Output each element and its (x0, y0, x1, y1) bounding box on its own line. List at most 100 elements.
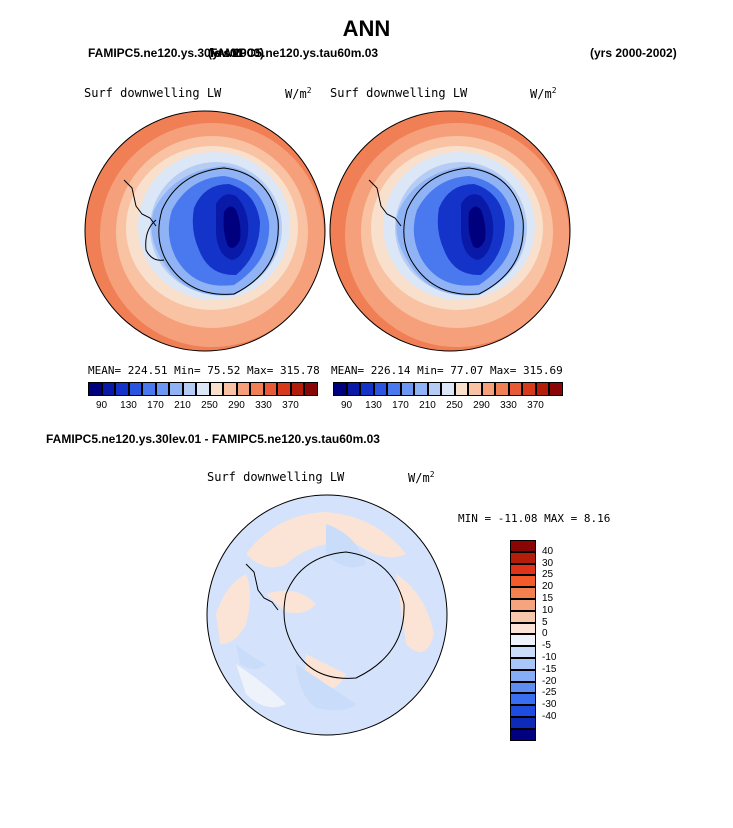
plot-title: ANN (342, 16, 391, 41)
colorbar-tick-label: 90 (95, 400, 108, 411)
colorbar-swatch (142, 382, 156, 396)
colorbar-swatch (182, 382, 196, 396)
colorbar-tick-label: 250 (201, 400, 218, 411)
colorbar-swatch (495, 382, 509, 396)
colorbar-tick-label: 370 (282, 400, 299, 411)
case-header-c: (yrs 2000) (208, 46, 265, 60)
colorbar-swatch (236, 382, 250, 396)
diff-colorbar-label: -30 (542, 699, 557, 711)
colorbar-swatch (101, 382, 115, 396)
diff-colorbar-label: 5 (542, 616, 548, 628)
years-header: (yrs 2000-2002) (590, 46, 677, 60)
diff-colorbar-label: -10 (542, 652, 557, 663)
diff-colorbar-label: 15 (542, 593, 554, 604)
colorbar-swatch (360, 382, 374, 396)
panel2-stats: MEAN= 226.14 Min= 77.07 Max= 315.69 (331, 364, 563, 377)
colorbar-swatch (535, 382, 549, 396)
diff-colorbar-label: -15 (542, 663, 557, 675)
diff-colorbar-swatch (510, 705, 536, 717)
diff-colorbar-swatch (510, 681, 536, 694)
diff-colorbar-label: 20 (542, 581, 554, 593)
colorbar-tick-label: 330 (500, 400, 517, 411)
diff-colorbar-swatch (510, 669, 536, 682)
diff-colorbar-swatch (510, 563, 536, 576)
diff-colorbar-label: -5 (542, 640, 551, 652)
colorbar-swatch (414, 382, 428, 396)
colorbar-swatch (277, 382, 291, 396)
colorbar-swatch (387, 382, 401, 396)
panel2-colorbar (333, 382, 563, 396)
panel2-field-label: Surf downwelling LW (330, 86, 468, 100)
diff-colorbar-swatch (510, 646, 536, 658)
colorbar-swatch (169, 382, 183, 396)
colorbar-swatch (481, 382, 495, 396)
diff-field-label: Surf downwelling LW (207, 470, 345, 484)
case-header-b: FAMIPC5.ne120.ys.tau60m.03 (210, 46, 379, 60)
colorbar-tick-label: 250 (446, 400, 463, 411)
colorbar-tick-label: 210 (174, 400, 191, 411)
diff-header: FAMIPC5.ne120.ys.30lev.01 - FAMIPC5.ne12… (46, 432, 380, 446)
colorbar-swatch (508, 382, 522, 396)
diff-colorbar-swatch (510, 610, 536, 623)
diff-units: W/m2 (408, 470, 435, 485)
colorbar-swatch (304, 382, 318, 396)
diff-colorbar-swatch (510, 540, 536, 552)
colorbar-swatch (290, 382, 304, 396)
panel1-units: W/m2 (285, 86, 312, 101)
colorbar-swatch (155, 382, 169, 396)
diff-colorbar-label: -40 (542, 711, 557, 722)
panel2-units: W/m2 (530, 86, 557, 101)
colorbar-tick-label: 290 (228, 400, 245, 411)
colorbar-tick-label: 170 (147, 400, 164, 411)
colorbar-swatch (400, 382, 414, 396)
panel1-field-label: Surf downwelling LW (84, 86, 222, 100)
diff-colorbar-label: 25 (542, 569, 554, 581)
colorbar-tick-label: 130 (120, 400, 137, 411)
colorbar-swatch (196, 382, 210, 396)
colorbar-swatch (263, 382, 277, 396)
diff-colorbar-swatch (510, 622, 536, 635)
colorbar-tick-label: 90 (340, 400, 353, 411)
colorbar-swatch (522, 382, 536, 396)
colorbar-swatch (209, 382, 223, 396)
colorbar-tick-label: 330 (255, 400, 272, 411)
diff-colorbar-label: 10 (542, 604, 554, 616)
diff-colorbar-swatch (510, 728, 536, 741)
colorbar-swatch (373, 382, 387, 396)
diff-colorbar-label: 0 (542, 628, 548, 640)
colorbar-swatch (346, 382, 360, 396)
diff-colorbar-label: 40 (542, 545, 554, 557)
colorbar-tick-label: 210 (419, 400, 436, 411)
diff-colorbar-label: -25 (542, 687, 557, 699)
diff-colorbar-swatch (510, 658, 536, 670)
colorbar-tick-label: 290 (473, 400, 490, 411)
colorbar-tick-label: 130 (365, 400, 382, 411)
colorbar-swatch (549, 382, 563, 396)
colorbar-tick-label: 370 (527, 400, 544, 411)
diff-minmax: MIN = -11.08 MAX = 8.16 (458, 512, 611, 525)
colorbar-swatch (333, 382, 347, 396)
colorbar-swatch (88, 382, 102, 396)
diff-colorbar-swatch (510, 599, 536, 611)
diff-polar-map (206, 494, 448, 736)
diff-colorbar-label: 30 (542, 557, 554, 569)
panel1-colorbar (88, 382, 318, 396)
diff-colorbar-swatch (510, 587, 536, 599)
case-header-a: FAMIPC5.ne120.ys.30lev.01 (88, 46, 244, 60)
colorbar-swatch (115, 382, 129, 396)
diff-colorbar-swatch (510, 575, 536, 588)
diff-colorbar-label: -20 (542, 675, 557, 687)
colorbar-swatch (427, 382, 441, 396)
colorbar-swatch (223, 382, 237, 396)
colorbar-swatch (468, 382, 482, 396)
colorbar-tick-label: 170 (392, 400, 409, 411)
diff-colorbar-swatch (510, 634, 536, 647)
panel1-polar-map (84, 110, 326, 352)
panel2-polar-map (329, 110, 571, 352)
diff-colorbar-swatch (510, 551, 536, 564)
panel1-stats: MEAN= 224.51 Min= 75.52 Max= 315.78 (88, 364, 320, 377)
colorbar-swatch (441, 382, 455, 396)
colorbar-swatch (128, 382, 142, 396)
colorbar-swatch (454, 382, 468, 396)
diff-colorbar-swatch (510, 693, 536, 706)
